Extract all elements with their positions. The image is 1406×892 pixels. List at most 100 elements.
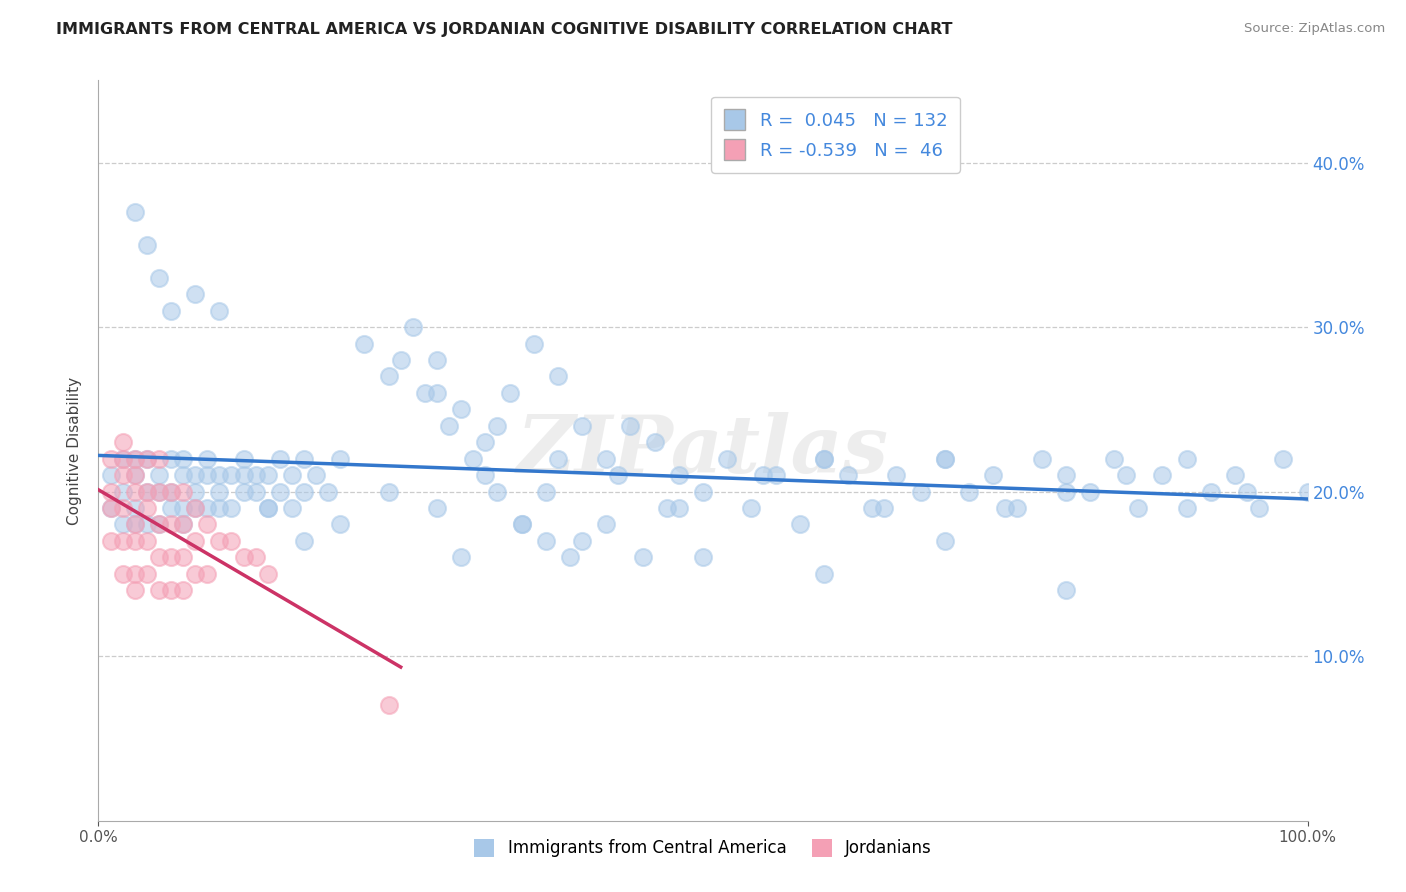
Point xyxy=(111,451,134,466)
Point xyxy=(1128,501,1150,516)
Point xyxy=(208,533,231,548)
Point xyxy=(558,550,581,565)
Point xyxy=(100,484,122,499)
Point xyxy=(571,418,593,433)
Point xyxy=(353,336,375,351)
Point xyxy=(281,468,304,483)
Point xyxy=(100,501,122,516)
Point xyxy=(813,451,835,466)
Point xyxy=(486,484,509,499)
Point xyxy=(1236,484,1258,499)
Point xyxy=(256,468,278,483)
Point xyxy=(474,435,496,450)
Point xyxy=(256,501,278,516)
Point xyxy=(450,402,472,417)
Point xyxy=(172,451,194,466)
Point xyxy=(111,435,134,450)
Point xyxy=(981,468,1004,483)
Point xyxy=(124,533,146,548)
Point xyxy=(148,451,170,466)
Point xyxy=(1199,484,1222,499)
Point xyxy=(789,517,811,532)
Point xyxy=(426,353,449,368)
Point xyxy=(208,484,231,499)
Point xyxy=(1078,484,1101,499)
Point xyxy=(184,287,207,301)
Point xyxy=(692,550,714,565)
Point xyxy=(148,484,170,499)
Point xyxy=(160,451,183,466)
Point xyxy=(232,550,254,565)
Point xyxy=(172,468,194,483)
Point xyxy=(148,468,170,483)
Text: ZIPatlas: ZIPatlas xyxy=(517,412,889,489)
Point xyxy=(124,205,146,219)
Point xyxy=(1223,468,1246,483)
Point xyxy=(135,451,157,466)
Point xyxy=(221,533,243,548)
Point xyxy=(100,501,122,516)
Point xyxy=(111,517,134,532)
Point xyxy=(195,468,218,483)
Point xyxy=(148,550,170,565)
Point xyxy=(281,501,304,516)
Point xyxy=(377,484,399,499)
Text: Source: ZipAtlas.com: Source: ZipAtlas.com xyxy=(1244,22,1385,36)
Point xyxy=(172,550,194,565)
Point xyxy=(124,451,146,466)
Point xyxy=(208,501,231,516)
Point xyxy=(148,270,170,285)
Point xyxy=(111,501,134,516)
Point xyxy=(1249,501,1271,516)
Point xyxy=(1054,468,1077,483)
Point xyxy=(994,501,1017,516)
Point xyxy=(631,550,654,565)
Point xyxy=(619,418,641,433)
Point xyxy=(184,566,207,581)
Point xyxy=(486,418,509,433)
Point xyxy=(100,533,122,548)
Point xyxy=(292,451,315,466)
Point xyxy=(292,533,315,548)
Point xyxy=(111,533,134,548)
Point xyxy=(111,566,134,581)
Point xyxy=(934,451,956,466)
Point xyxy=(426,501,449,516)
Point xyxy=(135,566,157,581)
Point xyxy=(1152,468,1174,483)
Point xyxy=(426,385,449,400)
Point xyxy=(148,484,170,499)
Point xyxy=(837,468,859,483)
Legend: Immigrants from Central America, Jordanians: Immigrants from Central America, Jordani… xyxy=(468,832,938,864)
Point xyxy=(184,484,207,499)
Point xyxy=(655,501,678,516)
Point xyxy=(111,484,134,499)
Point xyxy=(160,484,183,499)
Point xyxy=(135,451,157,466)
Point xyxy=(148,583,170,598)
Point xyxy=(534,484,557,499)
Point xyxy=(292,484,315,499)
Point xyxy=(232,451,254,466)
Point xyxy=(100,468,122,483)
Point xyxy=(208,303,231,318)
Point xyxy=(160,517,183,532)
Point xyxy=(160,550,183,565)
Point xyxy=(329,451,352,466)
Point xyxy=(160,583,183,598)
Point xyxy=(195,451,218,466)
Point xyxy=(644,435,666,450)
Point xyxy=(1102,451,1125,466)
Point xyxy=(221,501,243,516)
Point xyxy=(692,484,714,499)
Point xyxy=(172,501,194,516)
Point xyxy=(135,237,157,252)
Point xyxy=(135,484,157,499)
Point xyxy=(1007,501,1029,516)
Point xyxy=(111,451,134,466)
Point xyxy=(1296,484,1319,499)
Point xyxy=(860,501,883,516)
Point xyxy=(184,501,207,516)
Point xyxy=(910,484,932,499)
Point xyxy=(124,468,146,483)
